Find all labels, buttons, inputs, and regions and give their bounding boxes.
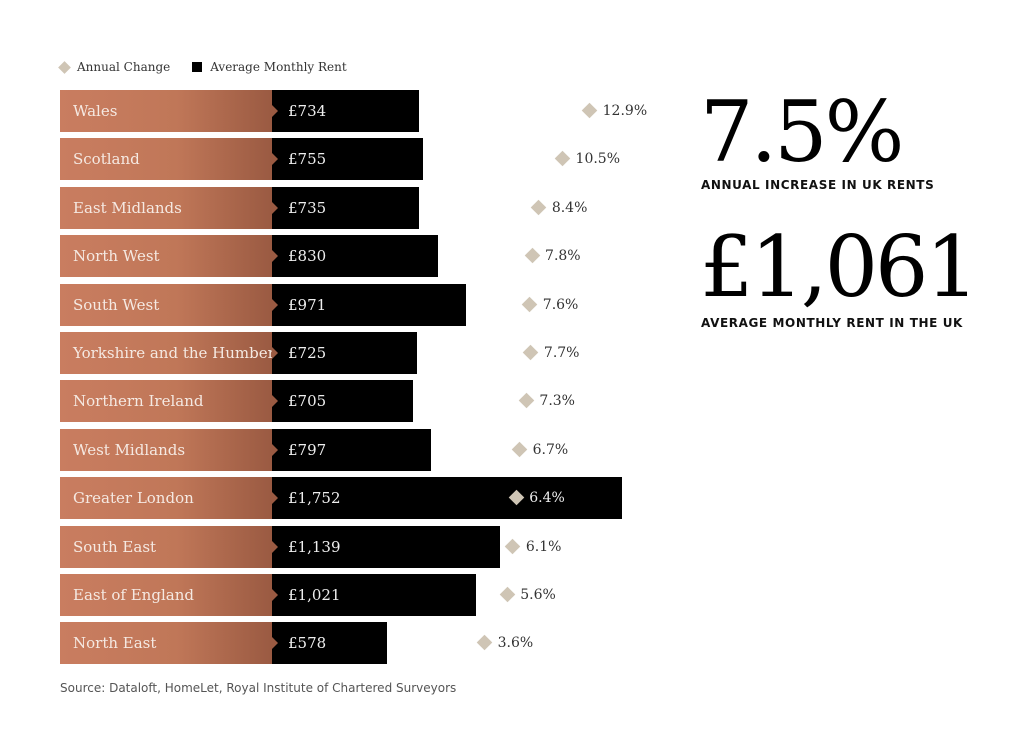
annual-change-marker [554, 151, 571, 167]
square-icon [192, 62, 203, 72]
annual-change-marker [523, 344, 539, 361]
rent-bar: £830 [272, 235, 438, 278]
rent-bar: £797 [272, 428, 432, 471]
bar-notch [272, 443, 278, 456]
annual-change-label: 7.3% [539, 393, 575, 410]
annual-change-marker [522, 296, 538, 312]
category-label: South West [60, 283, 272, 326]
category-label: Greater London [60, 477, 272, 520]
annual-change-label: 7.6% [542, 296, 579, 313]
category-label: Northern Ireland [60, 380, 272, 423]
rent-bar: £1,021 [272, 574, 476, 616]
bar-notch [272, 298, 278, 311]
category-label: South East [60, 525, 272, 568]
annual-change-label: 12.9% [602, 103, 648, 119]
bar-notch [272, 250, 278, 263]
rent-bar: £755 [272, 138, 423, 181]
bar-notch [272, 589, 278, 601]
stat-annual-increase-value: 7.5% [700, 83, 904, 181]
category-label: North West [60, 235, 272, 278]
rent-bar: £705 [272, 380, 413, 423]
category-label: East Midlands [60, 186, 272, 229]
annual-change-label: 6.4% [529, 490, 565, 507]
annual-change-marker [499, 586, 515, 603]
source-note: Source: Dataloft, HomeLet, Royal Institu… [60, 681, 457, 695]
annual-change-label: 6.7% [532, 441, 569, 458]
annual-change-label: 8.4% [551, 199, 588, 216]
annual-change-marker [518, 393, 535, 409]
annual-change-marker [505, 538, 521, 554]
annual-change-label: 7.7% [543, 345, 580, 361]
legend-annual-change: Annual Change [58, 60, 171, 74]
annual-change-label: 6.1% [525, 538, 562, 555]
bar-notch [272, 105, 278, 117]
annual-change-marker [476, 635, 493, 651]
bar-notch [272, 201, 278, 214]
category-label: Wales [60, 90, 272, 132]
legend-average-rent: Average Monthly Rent [192, 60, 347, 74]
bar-notch [272, 492, 278, 505]
annual-change-marker [581, 102, 598, 119]
annual-change-label: 10.5% [575, 151, 621, 168]
category-label: West Midlands [60, 428, 272, 471]
rent-bar: £578 [272, 622, 388, 665]
rent-bar: £1,752 [272, 477, 623, 520]
annual-change-marker [524, 247, 540, 264]
stat-average-rent-value: £1,061 [700, 218, 979, 316]
rent-bar: £971 [272, 283, 466, 326]
annual-change-marker [531, 199, 547, 216]
legend-label: Annual Change [77, 60, 171, 74]
annual-change-label: 7.8% [545, 248, 581, 265]
category-label: North East [60, 622, 272, 665]
bar-notch [272, 540, 278, 553]
rent-bar: £725 [272, 332, 417, 374]
legend-label: Average Monthly Rent [210, 60, 347, 74]
bar-notch [272, 637, 278, 650]
annual-change-marker [511, 441, 528, 458]
legend: Annual Change Average Monthly Rent [58, 60, 369, 74]
bar-notch [272, 153, 278, 166]
bar-notch [272, 347, 278, 359]
annual-change-label: 5.6% [520, 587, 556, 603]
rent-bar: £735 [272, 186, 419, 229]
rent-bar: £734 [272, 90, 419, 132]
stat-average-rent-caption: AVERAGE MONTHLY RENT IN THE UK [701, 316, 963, 330]
category-label: Scotland [60, 138, 272, 181]
bar-notch [272, 395, 278, 408]
category-label: East of England [60, 574, 272, 616]
stat-annual-increase-caption: ANNUAL INCREASE IN UK RENTS [701, 178, 935, 192]
rent-bar: £1,139 [272, 525, 500, 568]
category-label: Yorkshire and the Humber [60, 332, 275, 374]
annual-change-label: 3.6% [497, 635, 534, 652]
